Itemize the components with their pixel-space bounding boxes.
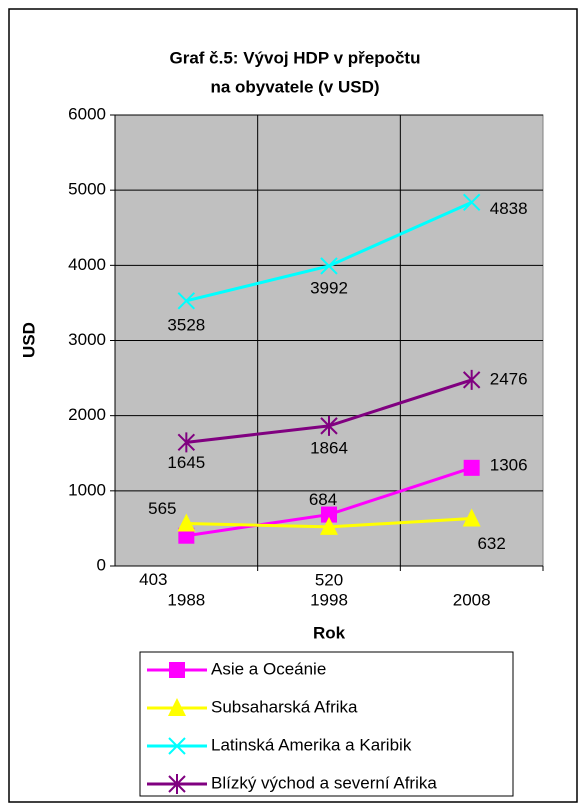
- data-label: 3992: [310, 278, 348, 297]
- marker: [462, 508, 481, 527]
- y-tick-label: 0: [97, 555, 106, 574]
- data-label: 1645: [167, 453, 205, 472]
- marker: [177, 432, 196, 453]
- x-tick-label: 1988: [167, 590, 205, 609]
- marker: [321, 506, 337, 523]
- marker: [178, 527, 195, 544]
- data-label: 2476: [490, 369, 528, 388]
- x-tick-label: 2008: [453, 590, 491, 609]
- y-tick-label: 2000: [68, 405, 106, 424]
- y-axis-label: USD: [19, 322, 38, 358]
- chart-title: na obyvatele (v USD): [210, 77, 379, 96]
- y-tick-label: 3000: [68, 330, 106, 349]
- legend: [139, 651, 514, 797]
- x-tick-label: 1998: [310, 590, 348, 609]
- marker: [462, 369, 481, 390]
- marker: [463, 459, 480, 476]
- data-label: 565: [148, 499, 176, 518]
- marker: [168, 774, 186, 794]
- data-label: 1306: [490, 455, 528, 474]
- y-tick-label: 5000: [68, 180, 106, 199]
- legend-label: Asie a Oceánie: [211, 659, 326, 678]
- x-axis-label: Rok: [313, 623, 346, 642]
- data-label: 632: [477, 534, 505, 553]
- marker: [177, 513, 196, 532]
- legend-label: Latinská Amerika a Karibik: [211, 735, 412, 754]
- marker: [320, 516, 338, 535]
- marker: [320, 415, 338, 436]
- y-tick-label: 4000: [68, 255, 106, 274]
- y-tick-label: 6000: [68, 104, 106, 123]
- marker: [168, 698, 186, 716]
- data-label: 520: [315, 570, 343, 589]
- chart-title: Graf č.5: Vývoj HDP v přepočtu: [170, 48, 421, 67]
- marker: [177, 292, 196, 310]
- marker: [169, 662, 185, 678]
- data-label: 4838: [490, 199, 528, 218]
- data-label: 403: [139, 570, 167, 589]
- legend-label: Blízký východ a severní Afrika: [211, 773, 437, 792]
- marker: [462, 193, 481, 212]
- data-label: 1864: [310, 438, 348, 457]
- data-label: 3528: [167, 315, 205, 334]
- y-tick-label: 1000: [68, 480, 106, 499]
- marker: [320, 257, 338, 275]
- legend-label: Subsaharská Afrika: [211, 697, 358, 716]
- data-label: 684: [309, 490, 337, 509]
- marker: [168, 737, 186, 755]
